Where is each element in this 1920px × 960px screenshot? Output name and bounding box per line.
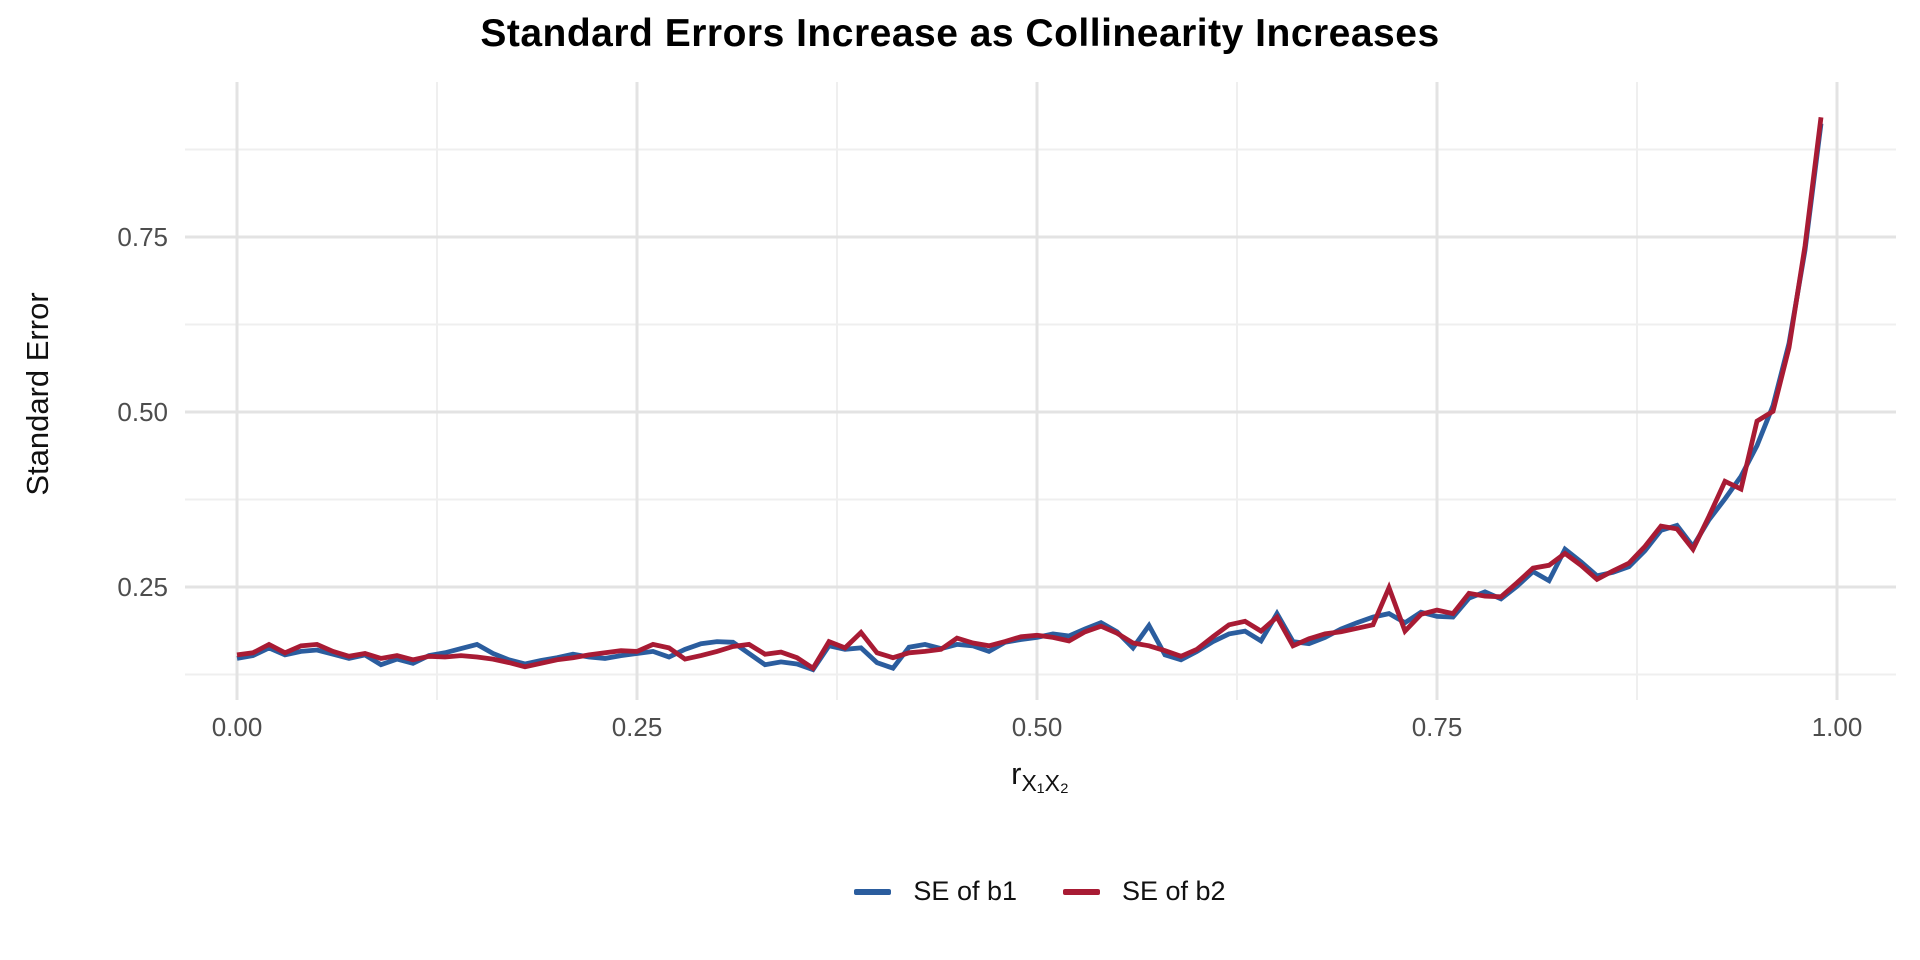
series-line-se-of-b1 xyxy=(236,123,1824,673)
x-tick-label: 0.75 xyxy=(1411,712,1463,742)
x-tick-label: 0.00 xyxy=(211,712,263,742)
legend-line-swatch xyxy=(1063,888,1100,895)
x-tick-label: 0.25 xyxy=(611,712,663,742)
y-tick-label: 0.75 xyxy=(117,222,168,252)
x-tick-label: 1.00 xyxy=(1811,712,1863,742)
legend-label: SE of b1 xyxy=(913,876,1017,906)
legend-line-swatch xyxy=(854,888,892,895)
x-axis-title-subscript: X₁X₂ xyxy=(1021,770,1069,797)
legend-item: SE of b1 xyxy=(854,876,1017,907)
legend-label: SE of b2 xyxy=(1122,876,1226,906)
legend-item: SE of b2 xyxy=(1063,876,1226,907)
series-line-se-of-b2 xyxy=(236,117,1824,672)
x-axis-title: rX₁X₂ xyxy=(0,756,1920,797)
chart-title: Standard Errors Increase as Collinearity… xyxy=(480,12,1440,55)
x-tick-label: 0.50 xyxy=(1011,712,1063,742)
y-tick-label: 0.50 xyxy=(117,397,168,427)
y-tick-label: 0.25 xyxy=(117,572,168,602)
x-axis-title-base: r xyxy=(1011,756,1022,791)
legend: SE of b1 SE of b2 xyxy=(0,876,1920,907)
